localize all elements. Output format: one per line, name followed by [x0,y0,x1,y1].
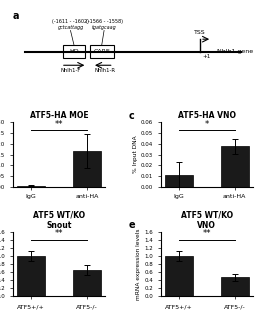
Text: tgatgcaag: tgatgcaag [92,26,116,31]
Text: (-1566 - -1558): (-1566 - -1558) [86,19,123,24]
Bar [165,256,193,296]
Bar [165,175,193,187]
Text: **: ** [55,229,63,238]
Text: CARE: CARE [93,49,110,54]
Text: Nhlh1-F: Nhlh1-F [61,69,81,74]
Text: c: c [128,111,134,121]
Text: (-1611 - -1602): (-1611 - -1602) [52,19,89,24]
Title: ATF5-HA VNO: ATF5-HA VNO [178,111,236,120]
Title: ATF5 WT/KO
VNO: ATF5 WT/KO VNO [181,210,233,230]
Text: e: e [128,220,135,230]
Text: *: * [205,120,209,129]
FancyBboxPatch shape [63,45,85,58]
Bar [73,270,101,296]
Text: Nhlh1-R: Nhlh1-R [94,69,116,74]
Text: +1: +1 [203,54,211,59]
Bar [221,146,249,187]
Y-axis label: mRNA expression levels: mRNA expression levels [136,228,141,300]
Y-axis label: % Input DNA: % Input DNA [133,136,138,173]
Text: HD: HD [69,49,79,54]
FancyBboxPatch shape [90,45,114,58]
Bar [221,277,249,296]
Text: **: ** [55,120,63,129]
Text: a: a [13,11,19,21]
Bar [73,151,101,187]
Text: Nhlh1 gene: Nhlh1 gene [217,49,253,54]
Bar [17,256,45,296]
Title: ATF5-HA MOE: ATF5-HA MOE [30,111,88,120]
Text: gctcattagg: gctcattagg [57,26,84,31]
Title: ATF5 WT/KO
Snout: ATF5 WT/KO Snout [33,210,85,230]
Text: TSS: TSS [194,31,206,36]
Bar [17,186,45,187]
Text: **: ** [203,229,211,238]
